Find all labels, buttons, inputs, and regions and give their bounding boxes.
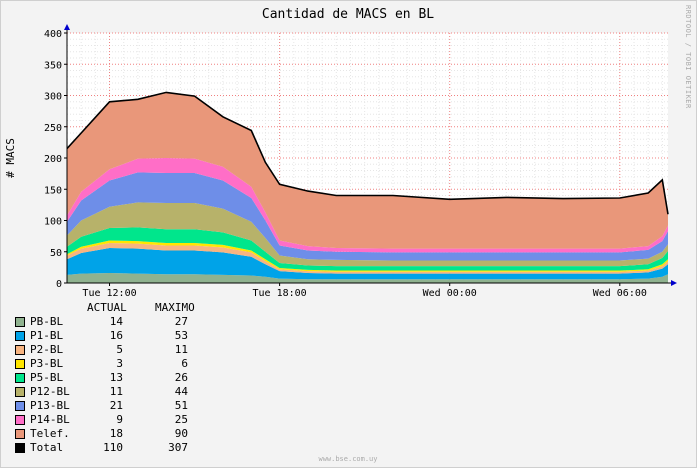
legend-series-name: P14-BL	[30, 413, 70, 426]
legend-swatch	[15, 345, 25, 355]
x-tick-labels: Tue 12:00 Tue 18:00 Wed 00:00 Wed 06:00	[82, 283, 647, 299]
legend-actual-value: 11	[109, 385, 123, 398]
area-p2-bl	[67, 243, 668, 274]
legend-header-maximo: MAXIMO	[155, 301, 195, 314]
x-tick-label: Tue 18:00	[253, 288, 307, 299]
legend-actual-value: 18	[109, 427, 123, 440]
legend-series-name: P3-BL	[30, 357, 64, 370]
area-p14-bl	[67, 158, 668, 253]
legend-swatch	[15, 401, 25, 411]
y-tick-label: 0	[56, 279, 62, 290]
x-tick-label: Wed 00:00	[423, 288, 477, 299]
area-pb-bl	[67, 273, 668, 283]
legend-actual-value: 9	[116, 413, 123, 426]
legend-maximo-value: 11	[174, 343, 188, 356]
legend-swatch	[15, 429, 25, 439]
area-p5-bl	[67, 227, 668, 271]
legend-series-name: P13-BL	[30, 399, 70, 412]
legend-maximo-value: 27	[174, 315, 188, 328]
legend-actual-value: 110	[103, 441, 123, 454]
stacked-areas	[67, 92, 668, 283]
area-p1-bl	[67, 248, 668, 280]
legend-maximo-value: 44	[174, 385, 188, 398]
y-tick-label: 300	[44, 92, 62, 103]
legend-header-actual: ACTUAL	[87, 301, 127, 314]
area-p12-bl	[67, 202, 668, 267]
y-tick-label: 200	[44, 154, 62, 165]
legend-maximo-value: 90	[174, 427, 188, 440]
legend-maximo-value: 307	[168, 441, 188, 454]
y-axis-arrow	[64, 24, 70, 30]
x-axis-arrow	[671, 280, 677, 286]
legend-series-name: Telef.	[30, 427, 70, 440]
legend-swatch	[15, 359, 25, 369]
area-p13-bl	[67, 172, 668, 261]
legend-swatch	[15, 443, 25, 453]
legend-maximo-value: 6	[181, 357, 188, 370]
legend-series-name: PB-BL	[30, 315, 64, 328]
x-tick-label: Wed 06:00	[593, 288, 647, 299]
legend-maximo-value: 53	[174, 329, 188, 342]
legend-swatch	[15, 387, 25, 397]
chart-title: Cantidad de MACS en BL	[262, 7, 434, 22]
y-tick-label: 150	[44, 185, 62, 196]
total-line	[66, 91, 669, 215]
x-tick-label: Tue 12:00	[82, 288, 136, 299]
legend-actual-value: 16	[109, 329, 123, 342]
legend-actual-value: 3	[116, 357, 123, 370]
y-tick-label: 350	[44, 60, 62, 71]
y-tick-label: 400	[44, 29, 62, 40]
y-tick-labels: 0 50 100 150 200 250 300 350 400	[44, 29, 67, 290]
y-axis-label: # MACS	[4, 138, 17, 178]
legend-series-name: P1-BL	[30, 329, 64, 342]
y-tick-label: 100	[44, 217, 62, 228]
legend-actual-value: 13	[109, 371, 123, 384]
legend-series-name: Total	[30, 441, 64, 454]
legend-swatch	[15, 331, 25, 341]
legend-series-name: P5-BL	[30, 371, 64, 384]
legend-series-name: P12-BL	[30, 385, 70, 398]
legend-maximo-value: 51	[174, 399, 188, 412]
watermark: RRDTOOL / TOBI OETIKER	[684, 5, 692, 109]
y-tick-label: 250	[44, 123, 62, 134]
footer-text: www.bse.com.uy	[318, 455, 377, 463]
legend-swatch	[15, 373, 25, 383]
axes	[64, 24, 677, 286]
legend-actual-value: 21	[109, 399, 123, 412]
legend-swatch	[15, 317, 25, 327]
legend-actual-value: 5	[116, 343, 123, 356]
legend-actual-value: 14	[109, 315, 123, 328]
total-line-group	[66, 91, 669, 215]
legend-maximo-value: 25	[174, 413, 188, 426]
area-telef	[67, 92, 668, 249]
legend-maximo-value: 26	[174, 371, 188, 384]
legend-series-name: P2-BL	[30, 343, 64, 356]
legend-swatch	[15, 415, 25, 425]
y-tick-label: 50	[50, 248, 62, 259]
